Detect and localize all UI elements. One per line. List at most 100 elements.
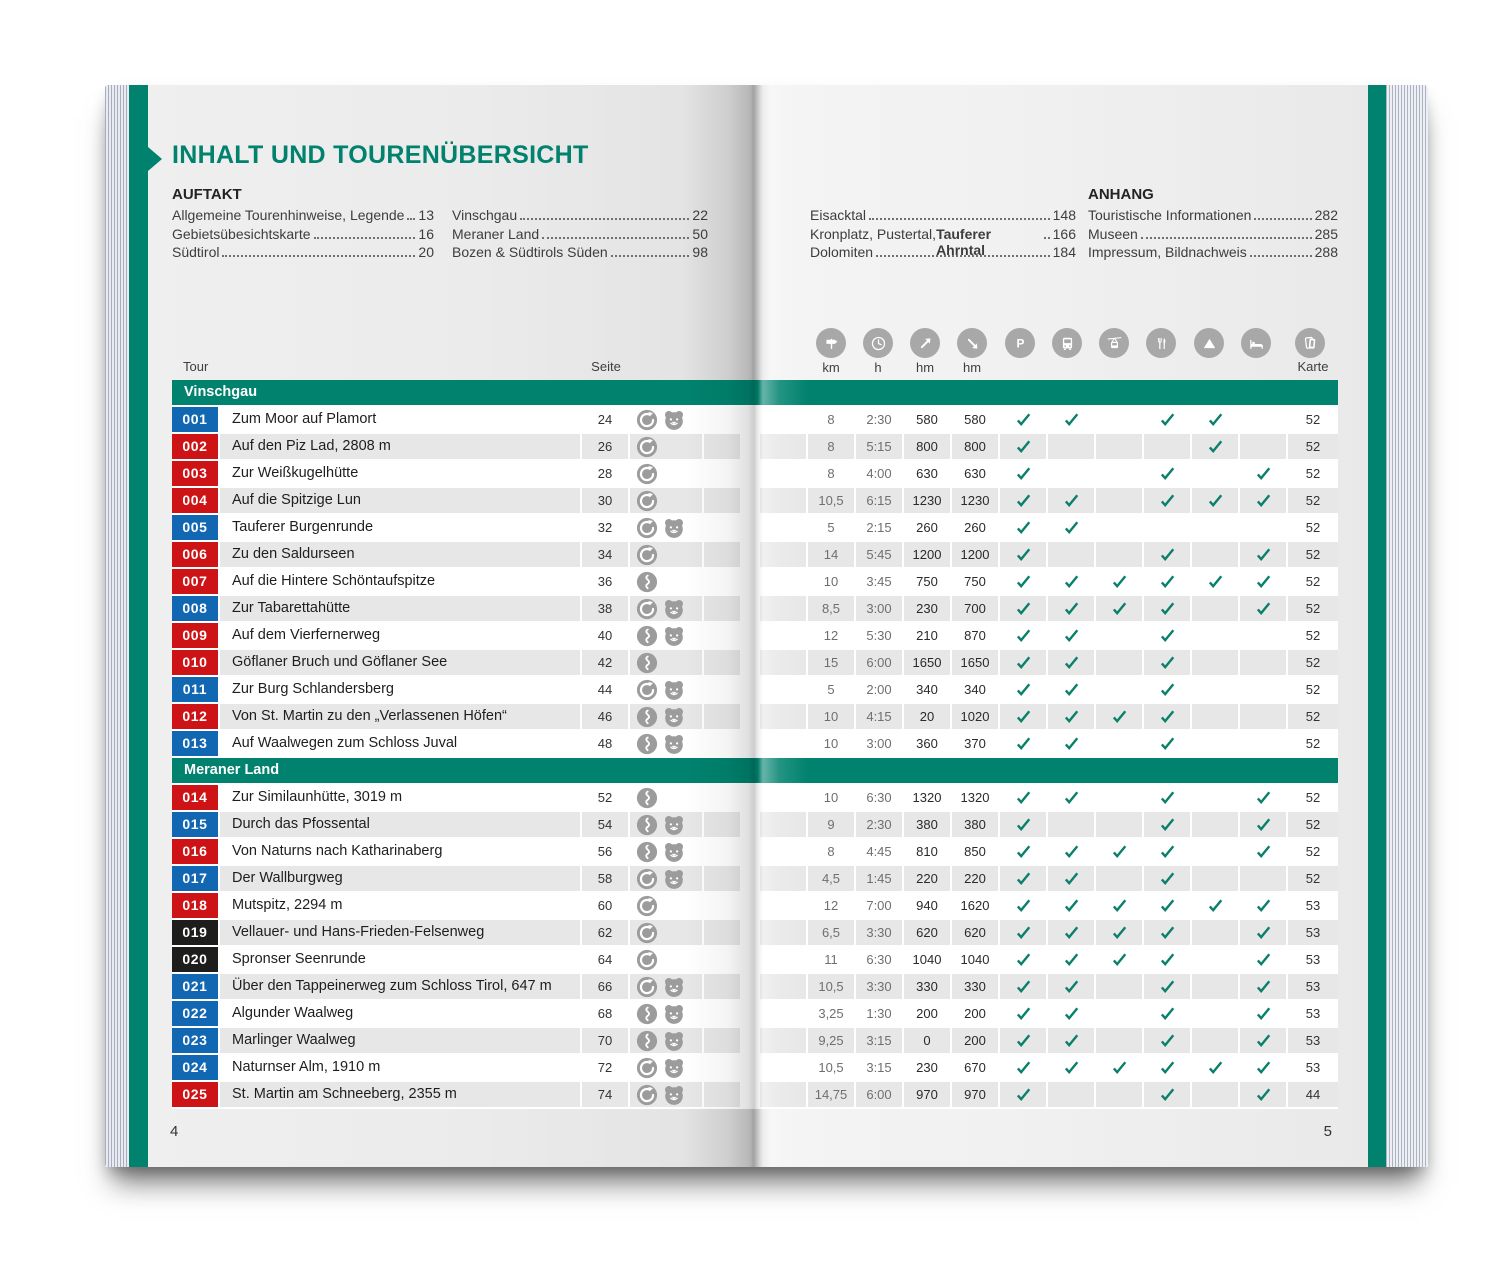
check-icon xyxy=(1063,789,1080,806)
tour-seite: 30 xyxy=(582,488,628,513)
feature-cell-restaurant xyxy=(1144,947,1190,972)
tour-descent: 1320 xyxy=(952,785,998,810)
tour-number-badge: 024 xyxy=(172,1055,218,1080)
check-icon xyxy=(1159,1005,1176,1022)
check-icon xyxy=(1255,1086,1272,1103)
tour-hours: 6:30 xyxy=(856,947,902,972)
tour-km: 9,25 xyxy=(808,1028,854,1053)
check-icon xyxy=(1159,897,1176,914)
tour-number-badge: 014 xyxy=(172,785,218,810)
feature-cell-cablecar xyxy=(1096,650,1142,675)
spacer-cell-right xyxy=(760,677,806,702)
tour-karte: 52 xyxy=(1288,839,1338,864)
spacer-cell-left xyxy=(704,434,740,459)
tour-type-icons xyxy=(630,812,702,837)
tour-number-badge: 012 xyxy=(172,704,218,729)
feature-cell-bed xyxy=(1240,407,1286,432)
spacer-cell-left xyxy=(704,1055,740,1080)
tour-ascent: 260 xyxy=(904,515,950,540)
feature-cell-bed xyxy=(1240,893,1286,918)
tour-number-badge: 013 xyxy=(172,731,218,756)
spacer-cell-left xyxy=(704,488,740,513)
toc-entry: Museen 285 xyxy=(1088,226,1338,245)
spine-gap xyxy=(742,623,758,648)
check-icon xyxy=(1063,627,1080,644)
feature-cell-mountain xyxy=(1192,650,1238,675)
feature-cell-mountain xyxy=(1192,704,1238,729)
feature-cell-parking xyxy=(1000,1001,1046,1026)
toc-entry-label: Kronplatz, Pustertal, xyxy=(810,225,937,242)
check-icon xyxy=(1159,627,1176,644)
feature-cell-bed xyxy=(1240,542,1286,567)
feature-cell-bus xyxy=(1048,893,1094,918)
tour-type-icons xyxy=(630,947,702,972)
feature-cell-cablecar xyxy=(1096,1055,1142,1080)
tour-seite: 58 xyxy=(582,866,628,891)
tour-km: 5 xyxy=(808,677,854,702)
stat-column-label: km xyxy=(822,360,840,375)
feature-cell-cablecar xyxy=(1096,596,1142,621)
check-icon xyxy=(1015,816,1032,833)
tour-seite: 36 xyxy=(582,569,628,594)
mountain-column-icon xyxy=(1194,328,1224,358)
tour-name: Zur Similaunhütte, 3019 m xyxy=(220,785,580,810)
tour-number-badge: 011 xyxy=(172,677,218,702)
tour-km: 15 xyxy=(808,650,854,675)
spacer-cell-left xyxy=(704,947,740,972)
tour-number-badge: 023 xyxy=(172,1028,218,1053)
check-icon xyxy=(1015,438,1032,455)
spine-gap xyxy=(742,974,758,999)
tour-type-icons xyxy=(630,407,702,432)
tour-seite: 46 xyxy=(582,704,628,729)
tour-hours: 1:30 xyxy=(856,1001,902,1026)
tour-km: 6,5 xyxy=(808,920,854,945)
check-icon xyxy=(1207,492,1224,509)
tour-karte: 52 xyxy=(1288,812,1338,837)
tour-karte: 52 xyxy=(1288,731,1338,756)
tour-descent: 670 xyxy=(952,1055,998,1080)
tour-row: 025 St. Martin am Schneeberg, 2355 m 74 14,… xyxy=(172,1082,1338,1107)
tour-type-icons xyxy=(630,920,702,945)
feature-cell-mountain xyxy=(1192,407,1238,432)
tour-descent: 1230 xyxy=(952,488,998,513)
loop-icon xyxy=(636,409,658,431)
loop-icon xyxy=(636,976,658,998)
feature-cell-bus xyxy=(1048,812,1094,837)
check-icon xyxy=(1111,897,1128,914)
check-icon xyxy=(1015,897,1032,914)
feature-cell-mountain xyxy=(1192,677,1238,702)
cablecar-column-icon xyxy=(1099,328,1129,358)
dotted-leader xyxy=(1249,255,1312,258)
tour-number-badge: 007 xyxy=(172,569,218,594)
tour-column-label: Tour xyxy=(183,359,209,374)
feature-cell-restaurant xyxy=(1144,785,1190,810)
tour-row: 012 Von St. Martin zu den „Verlassenen Hö… xyxy=(172,704,1338,729)
bed-icon xyxy=(1247,334,1266,353)
tour-name: Über den Tappeinerweg zum Schloss Tirol,… xyxy=(220,974,580,999)
feature-cell-cablecar xyxy=(1096,461,1142,486)
feature-cell-restaurant xyxy=(1144,893,1190,918)
tour-type-icons xyxy=(630,461,702,486)
restaurant-icon xyxy=(1152,334,1171,353)
feature-cell-restaurant xyxy=(1144,920,1190,945)
tour-ascent: 940 xyxy=(904,893,950,918)
check-icon xyxy=(1015,951,1032,968)
check-icon xyxy=(1111,708,1128,725)
tour-karte: 53 xyxy=(1288,1028,1338,1053)
feature-cell-restaurant xyxy=(1144,515,1190,540)
tour-seite: 26 xyxy=(582,434,628,459)
route-icon xyxy=(636,652,658,674)
check-icon xyxy=(1111,924,1128,941)
spacer-cell-right xyxy=(760,407,806,432)
tour-hours: 5:15 xyxy=(856,434,902,459)
spacer-cell-right xyxy=(760,920,806,945)
map-icon xyxy=(1300,333,1320,353)
tour-ascent: 800 xyxy=(904,434,950,459)
route-icon xyxy=(636,706,658,728)
toc-heading xyxy=(452,186,708,207)
toc-entry-label: Vinschgau xyxy=(452,207,518,223)
seite-column-label: Seite xyxy=(591,359,621,374)
bear-icon xyxy=(663,598,685,620)
toc-entry-page: 288 xyxy=(1314,244,1338,261)
tour-name: Auf die Spitzige Lun xyxy=(220,488,580,513)
